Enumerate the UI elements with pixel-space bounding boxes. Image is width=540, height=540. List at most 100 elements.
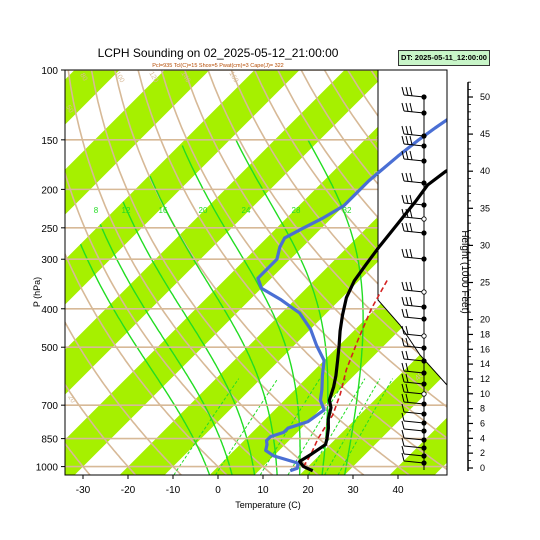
wind-barb-feather [409,86,413,96]
wind-barb-staff [403,316,425,320]
y-tick-label: 850 [41,435,58,446]
dry-adiabat-label: 160 [227,70,239,84]
moist-adiabats [79,139,364,475]
wind-barb-feather [401,281,405,291]
dewpoint-line [256,117,447,473]
wind-barb-dot [421,445,427,451]
wind-barb-staff [403,411,425,415]
mixing-ratio-label: 8 [94,206,99,215]
wind-barb-dot [421,133,427,139]
wind-panel-mask [377,70,448,386]
height-tick-label: 25 [480,278,490,288]
dry-adiabat-line [183,70,447,408]
wind-barb-staff [403,437,425,441]
wind-barb-feather [401,125,405,135]
mixing-ratio-line [214,378,279,475]
moist-adiabat-line [181,145,301,475]
height-axis-title: Height (1000 Feet) [459,230,470,313]
wind-barb-staff [403,401,425,405]
dry-adiabat-label: 140 [179,70,191,84]
dry-adiabat-line [160,70,447,439]
wind-barb-dot [421,381,427,387]
wind-barb-staff [403,453,425,457]
dry-adiabat-line [230,70,447,347]
wind-barb-feather [401,308,405,318]
wind-barb-dot [421,358,427,364]
wind-barb-staff [403,289,425,293]
wind-barb-dot [421,401,427,407]
wind-barb-staff [403,143,425,147]
wind-barb-staff [403,460,425,464]
dry-adiabat-line [0,70,44,475]
wind-barb-feather [405,135,409,145]
wind-barb-dot [421,110,427,116]
wind-barb-feather [401,222,405,232]
wind-barb-feather [409,281,413,291]
wind-barb-feather [401,208,405,218]
wind-panel-boundary [377,70,448,386]
y-axis-title: P (hPa) [32,277,42,307]
wind-barb-feather [401,102,405,112]
x-tick-label: 40 [392,485,404,496]
height-tick-label: 4 [480,433,485,443]
wind-barb-staff [403,420,425,424]
dry-adiabat-label: 80 [78,72,88,82]
wind-barb-feather [401,194,405,204]
wind-barb-staff [403,391,425,395]
wind-barb-feather [401,373,405,383]
wind-barb-dot [421,411,427,417]
height-tick-label: 14 [480,359,490,369]
wind-barb-feather [401,248,405,258]
wind-barb-feather [401,445,405,455]
wind-panel-background [378,70,447,385]
x-tick-label: 30 [347,485,359,496]
wind-barb-staff [403,358,425,362]
dry-adiabat-label: 100 [113,70,125,84]
wind-barb-feather [401,362,405,372]
wind-barb-staff [403,445,425,449]
y-tick-label: 400 [41,305,58,316]
wind-barb-dot [421,202,427,208]
wind-barb-dot [421,94,427,100]
dry-adiabat-line [65,383,137,475]
wind-barb-feather [405,362,409,372]
wind-barb-dot [421,216,427,222]
dry-adiabat-line [440,70,447,80]
wind-barb-feather [401,86,405,96]
wind-barb-feather [409,194,413,204]
wind-barb-feather [401,350,405,360]
y-tick-label: 700 [41,401,58,412]
wind-barb-dot [421,428,427,434]
wind-barb-staff [403,333,425,337]
wind-barb-staff [403,370,425,374]
dry-adiabat-line [464,70,540,475]
wind-barb-staff [403,304,425,308]
wind-barb-staff [403,94,425,98]
wind-barb-dot [421,333,427,339]
wind-barb-dot [421,316,427,322]
wind-barb-feather [409,150,413,160]
height-tick-label: 40 [480,166,490,176]
mixing-ratio-line [337,378,394,475]
wind-barb-feather [409,248,413,258]
wind-barb-feather [409,135,413,145]
dry-adiabat-line [488,70,540,475]
wind-barb-dot [421,289,427,295]
wind-barb-feather [409,125,413,135]
wind-barb-feather [401,135,405,145]
sounding-series [256,117,447,473]
height-tick-label: 20 [480,315,490,325]
moist-adiabat-line [122,201,256,475]
wind-barb-feather [401,393,405,403]
height-tick-label: 16 [480,344,490,354]
height-tick-label: 6 [480,418,485,428]
wind-barb-feather [401,452,405,462]
height-tick-label: 8 [480,404,485,414]
y-tick-label: 500 [41,343,58,354]
wind-barb-feather [401,337,405,347]
wind-barb-feather [405,194,409,204]
wind-barb-feather [405,222,409,232]
dry-adiabat-line [90,70,365,475]
mixing-ratio-label: 28 [292,206,301,215]
wind-barb-feather [405,86,409,96]
